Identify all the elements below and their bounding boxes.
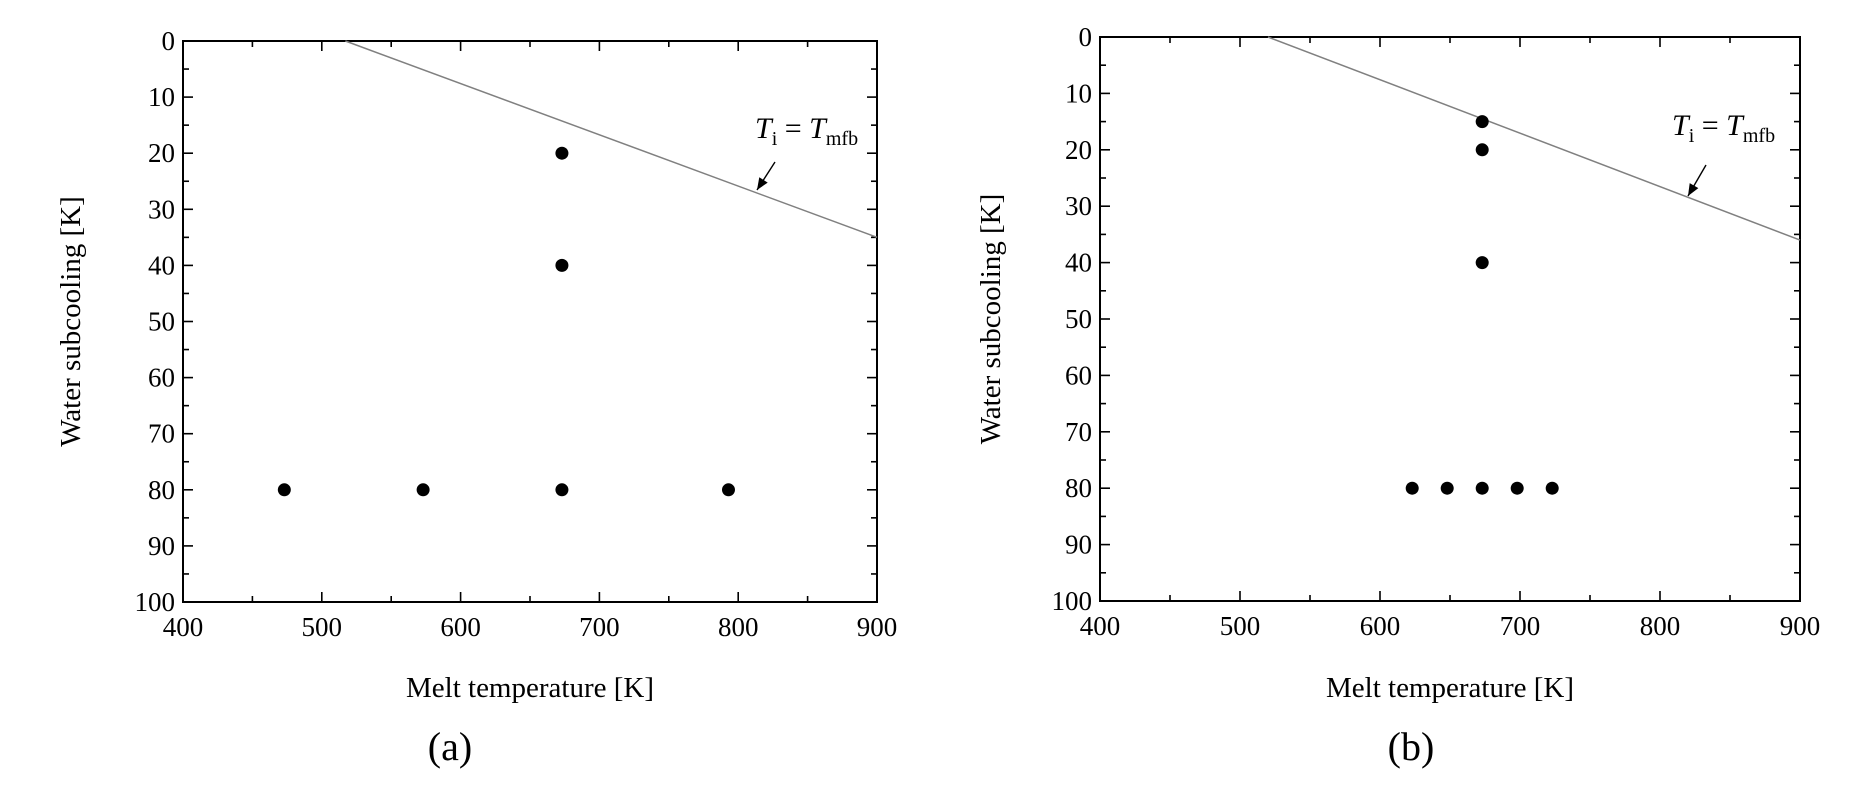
y-tick-label: 50 (1065, 304, 1092, 334)
y-tick-label: 10 (1065, 78, 1092, 108)
x-tick-label: 500 (302, 612, 343, 642)
data-point (277, 483, 291, 497)
x-tick-label: 400 (163, 612, 204, 642)
y-axis-title: Water subcooling [K] (55, 196, 87, 447)
data-point (1475, 256, 1489, 270)
data-point (1545, 481, 1559, 495)
y-tick-label: 0 (1079, 22, 1093, 52)
y-tick-label: 40 (148, 250, 175, 280)
data-point (1510, 481, 1524, 495)
data-point (1475, 143, 1489, 157)
panel-label: (b) (1388, 724, 1435, 769)
data-point (721, 483, 735, 497)
label-text: = (777, 112, 809, 145)
data-point (1440, 481, 1454, 495)
y-tick-label: 20 (148, 138, 175, 168)
y-tick-label: 30 (1065, 191, 1092, 221)
x-tick-label: 900 (1780, 611, 1821, 641)
data-point (555, 483, 569, 497)
chart-panel-a: 400 500 600 700 800 900 0 10 20 30 40 50 60 70 80 90 100… (55, 26, 897, 769)
x-axis-title: Melt temperature [K] (406, 672, 654, 704)
annotation-arrowhead (757, 177, 768, 190)
y-tick-label: 80 (148, 475, 175, 505)
y-tick-label: 60 (1065, 360, 1092, 390)
data-point (1475, 115, 1489, 129)
reference-line-label: Ti = Tmfb (755, 112, 858, 150)
y-tick-label: 100 (135, 587, 176, 617)
data-point (1475, 481, 1489, 495)
y-axis-title: Water subcooling [K] (975, 194, 1007, 445)
label-text: T (755, 112, 774, 145)
y-tick-label: 80 (1065, 473, 1092, 503)
y-tick-label: 50 (148, 307, 175, 337)
plot-frame (182, 40, 878, 603)
y-tick-label: 90 (1065, 530, 1092, 560)
x-tick-label: 600 (440, 612, 481, 642)
x-tick-label: 800 (718, 612, 759, 642)
x-tick-label: 400 (1080, 611, 1121, 641)
x-tick-label: 700 (1500, 611, 1541, 641)
y-tick-label: 90 (148, 531, 175, 561)
y-tick-label: 70 (148, 419, 175, 449)
label-subscript: i (772, 128, 778, 150)
x-tick-label: 600 (1360, 611, 1401, 641)
data-point (555, 146, 569, 160)
panel-label: (a) (428, 724, 472, 769)
x-tick-label: 900 (857, 612, 898, 642)
y-tick-label: 30 (148, 194, 175, 224)
label-subscript: i (1689, 125, 1695, 147)
reference-line (1267, 36, 1801, 241)
label-text: = (1694, 109, 1726, 142)
data-point (555, 258, 569, 272)
chart-panel-b: 400 500 600 700 800 900 0 10 20 30 40 50 60 70 80 90 100… (975, 22, 1820, 769)
x-axis-title: Melt temperature [K] (1326, 672, 1574, 704)
x-tick-label: 700 (579, 612, 620, 642)
y-tick-label: 10 (148, 82, 175, 112)
y-tick-label: 70 (1065, 417, 1092, 447)
label-text: T (1672, 109, 1691, 142)
data-point (1405, 481, 1419, 495)
x-tick-label: 500 (1220, 611, 1261, 641)
label-subscript: mfb (826, 128, 858, 150)
label-text: T (809, 112, 828, 145)
label-text: T (1726, 109, 1745, 142)
y-tick-label: 20 (1065, 135, 1092, 165)
y-tick-label: 40 (1065, 248, 1092, 278)
annotation-arrowhead (1688, 183, 1699, 196)
y-tick-label: 100 (1052, 586, 1093, 616)
y-tick-label: 0 (162, 26, 176, 56)
reference-line-label: Ti = Tmfb (1672, 109, 1775, 147)
label-subscript: mfb (1743, 125, 1775, 147)
y-tick-label: 60 (148, 363, 175, 393)
reference-line (345, 40, 878, 239)
x-tick-label: 800 (1640, 611, 1681, 641)
data-point (416, 483, 430, 497)
